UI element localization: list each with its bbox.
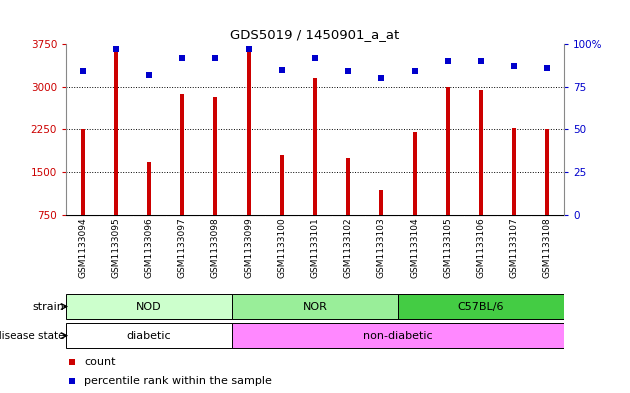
Text: GSM1133103: GSM1133103 [377,217,386,278]
Bar [479,90,483,215]
Point [277,66,287,73]
Text: GSM1133102: GSM1133102 [344,217,353,278]
Point [210,55,220,61]
Point [542,65,553,71]
Bar [214,97,217,215]
Bar [114,48,118,215]
Point [443,58,453,64]
Point [476,58,486,64]
Bar [280,155,284,215]
Bar [66,323,232,348]
Text: disease state: disease state [0,331,64,341]
Bar [232,323,564,348]
Text: GSM1133100: GSM1133100 [277,217,286,278]
Point [77,68,88,75]
Text: GSM1133097: GSM1133097 [178,217,186,278]
Bar [546,129,549,215]
Point [144,72,154,78]
Text: diabetic: diabetic [127,331,171,341]
Point [410,68,420,75]
Text: GSM1133105: GSM1133105 [444,217,452,278]
Point [343,68,353,75]
Bar [379,191,383,215]
Text: NOD: NOD [136,302,162,312]
Point [244,46,254,52]
Bar [398,294,564,319]
Point [67,378,77,384]
Bar [313,78,317,215]
Text: GSM1133107: GSM1133107 [510,217,518,278]
Bar [446,87,450,215]
Point [310,55,320,61]
Point [376,75,386,81]
Text: non-diabetic: non-diabetic [363,331,433,341]
Text: GSM1133098: GSM1133098 [211,217,220,278]
Text: GSM1133104: GSM1133104 [410,217,419,278]
Text: GSM1133095: GSM1133095 [112,217,120,278]
Text: strain: strain [33,301,64,312]
Bar [180,94,184,215]
Bar [346,158,350,215]
Text: percentile rank within the sample: percentile rank within the sample [84,376,272,386]
Text: GSM1133106: GSM1133106 [476,217,485,278]
Text: GSM1133094: GSM1133094 [78,217,87,278]
Point [111,46,121,52]
Bar [81,130,84,215]
Bar [413,132,416,215]
Bar [232,294,398,319]
Bar [66,294,232,319]
Text: count: count [84,357,115,367]
Point [177,55,187,61]
Text: GSM1133108: GSM1133108 [543,217,552,278]
Text: GSM1133099: GSM1133099 [244,217,253,278]
Text: GSM1133101: GSM1133101 [311,217,319,278]
Bar [147,162,151,215]
Bar [247,46,251,215]
Bar [512,129,516,215]
Point [67,359,77,365]
Text: NOR: NOR [302,302,328,312]
Point [509,63,519,70]
Title: GDS5019 / 1450901_a_at: GDS5019 / 1450901_a_at [231,28,399,41]
Text: C57BL/6: C57BL/6 [457,302,504,312]
Text: GSM1133096: GSM1133096 [145,217,154,278]
